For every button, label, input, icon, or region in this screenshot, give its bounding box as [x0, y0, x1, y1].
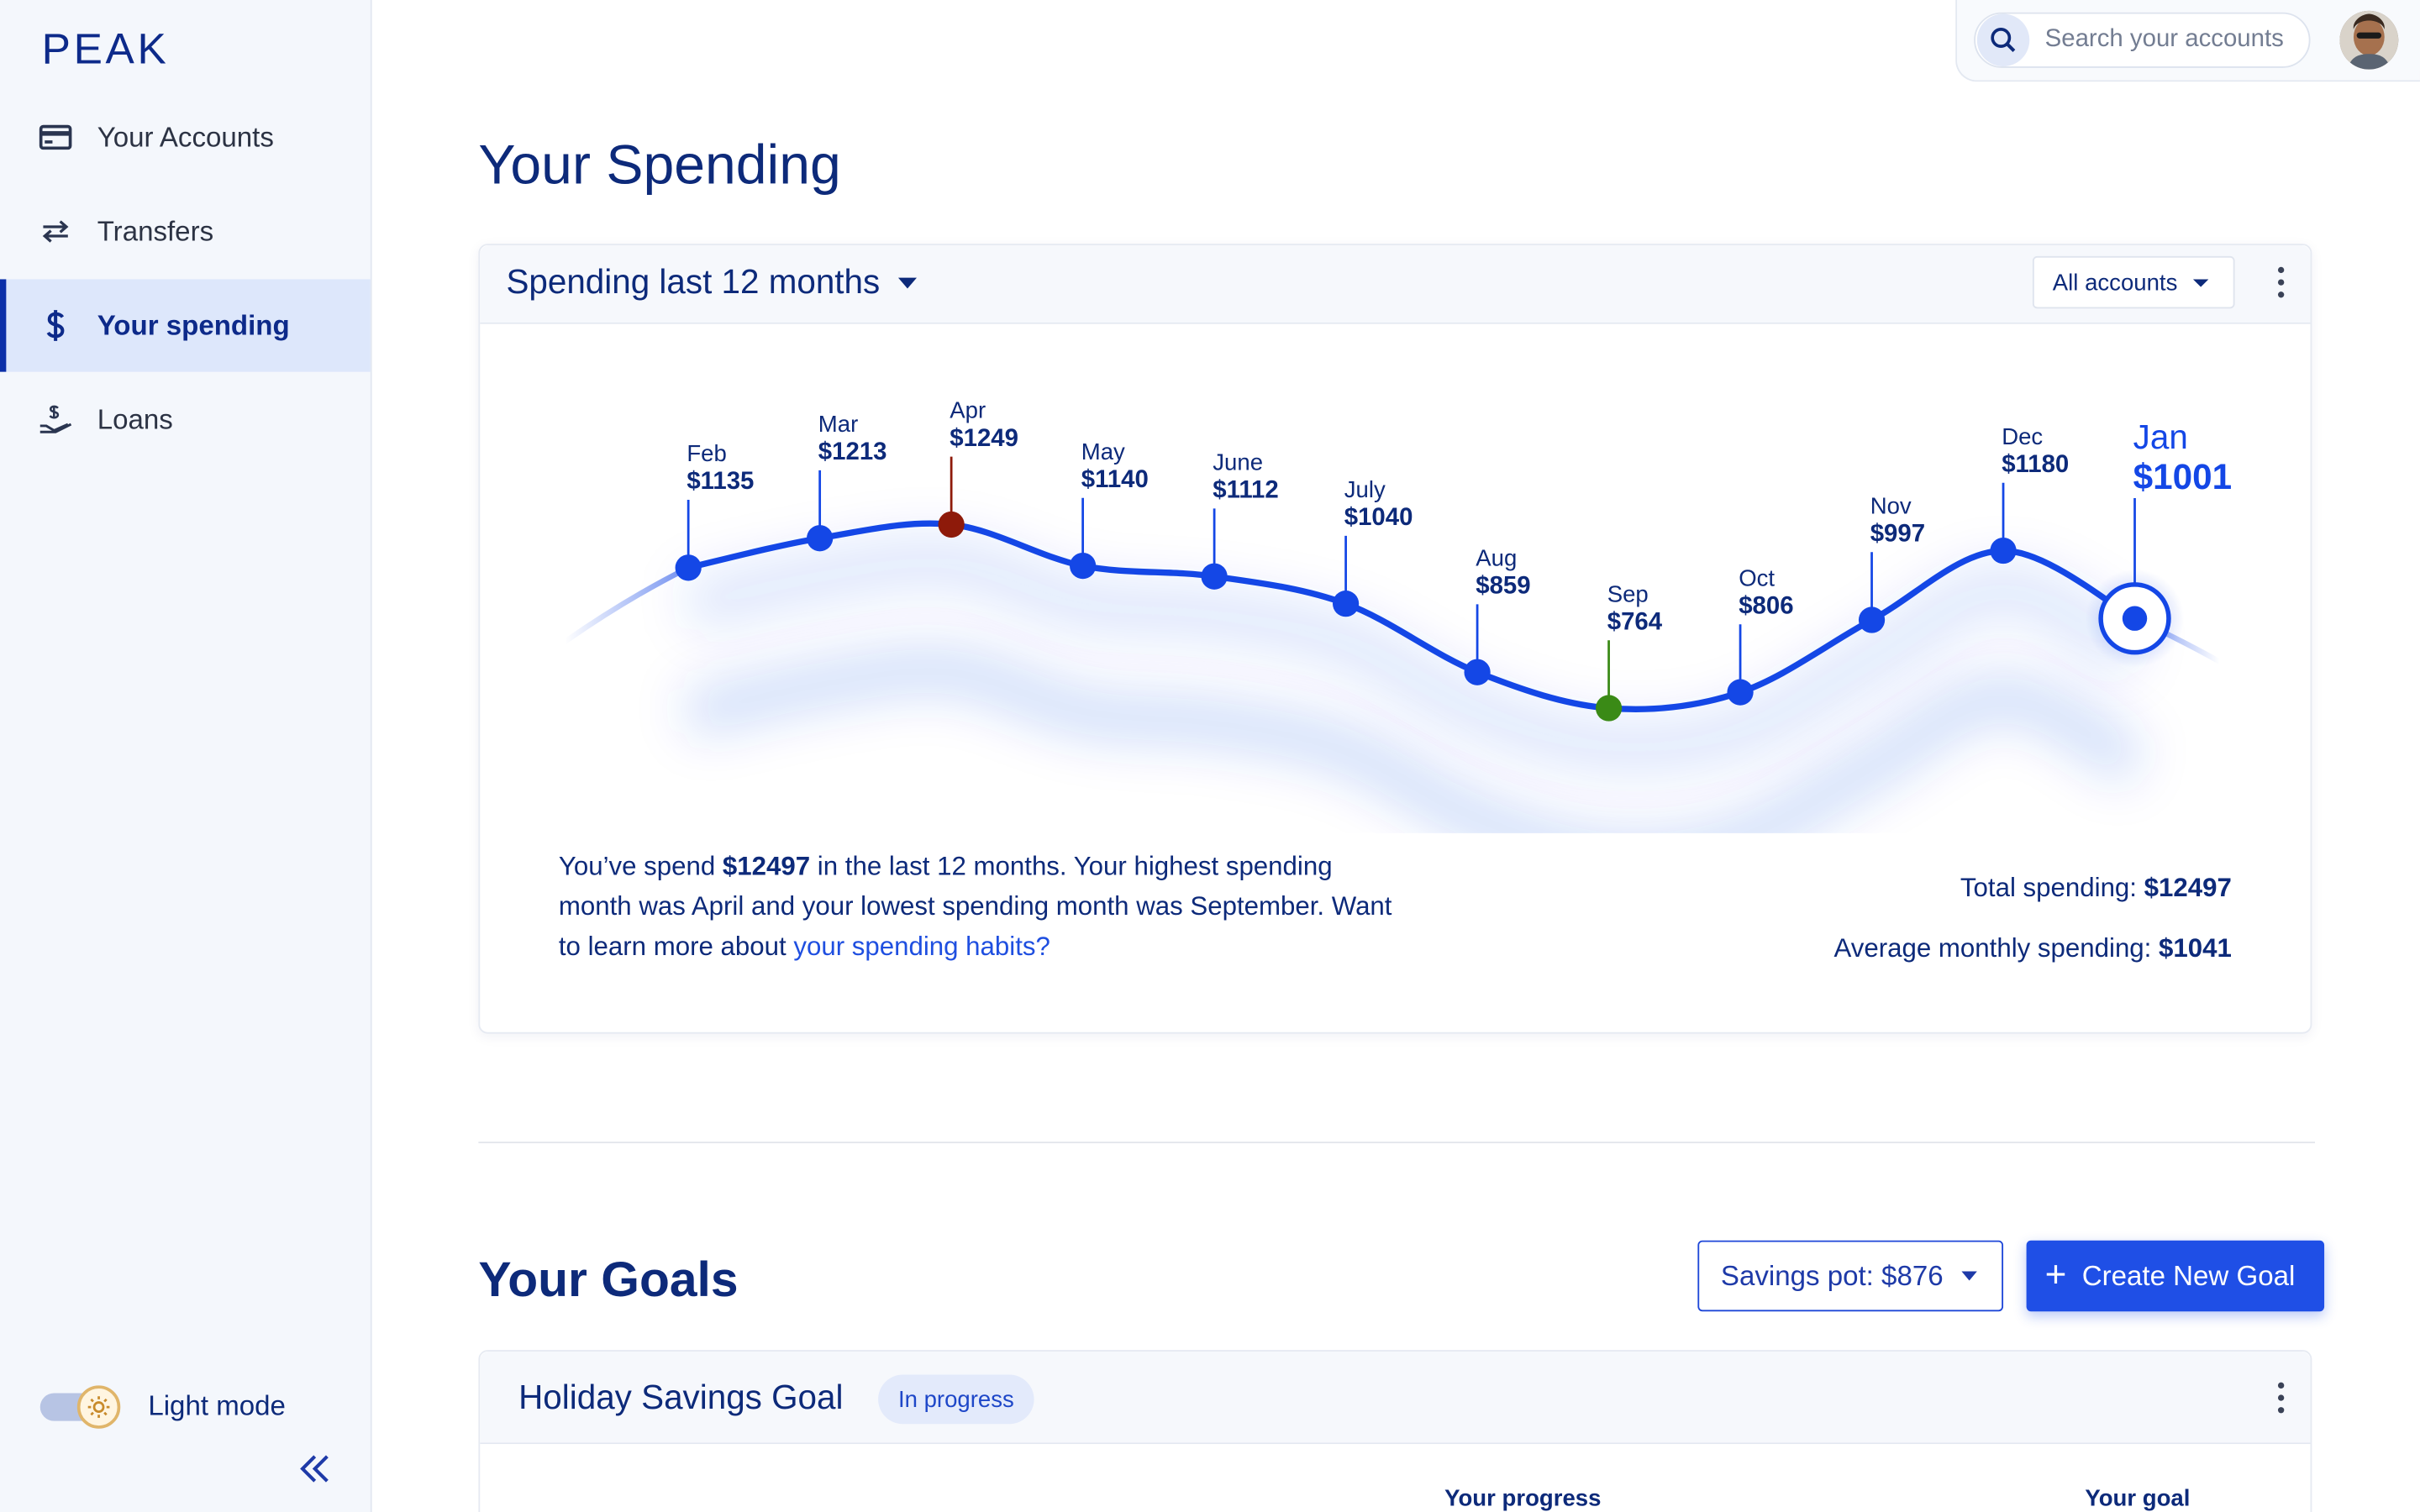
spending-card-header: Spending last 12 months All accounts	[480, 245, 2311, 324]
collapse-sidebar-icon[interactable]	[297, 1450, 334, 1487]
data-point	[1332, 591, 1360, 617]
search-icon[interactable]	[1976, 13, 2030, 66]
spending-summary: You’ve spend $12497 in the last 12 month…	[558, 851, 1392, 962]
month-label: Oct	[1739, 564, 1775, 591]
value-label: $1112	[1213, 476, 1278, 504]
month-label: Apr	[950, 397, 986, 423]
toggle-track[interactable]	[39, 1384, 121, 1428]
value-label: $859	[1476, 572, 1530, 600]
month-label: Feb	[687, 440, 726, 466]
month-label: July	[1344, 476, 1386, 502]
status-badge: In progress	[878, 1374, 1034, 1425]
sidebar-item-label: Transfers	[97, 215, 214, 246]
sidebar-item-label: Loans	[97, 403, 173, 435]
create-goal-label: Create New Goal	[2081, 1259, 2296, 1291]
app-logo[interactable]: PEAK	[41, 24, 170, 73]
data-point	[1595, 695, 1623, 722]
line-reflection	[683, 647, 2147, 833]
total-spending: Total spending: $12497	[1960, 873, 2232, 903]
month-label: Sep	[1607, 580, 1649, 606]
goal-card: Holiday Savings Goal In progress Your pr…	[478, 1350, 2312, 1512]
sidebar-item-label: Your Accounts	[97, 121, 274, 152]
line-glow	[681, 534, 2149, 776]
caret-down-icon	[898, 276, 918, 288]
sidebar-item-label: Your spending	[97, 309, 290, 340]
dollar-icon	[39, 308, 72, 342]
value-label: $997	[1870, 519, 1925, 547]
search-input[interactable]	[2044, 26, 2307, 55]
value-label: $764	[1607, 607, 1663, 635]
month-label: Mar	[818, 411, 858, 437]
plus-icon: +	[2044, 1254, 2067, 1296]
caret-down-icon	[1961, 1271, 1978, 1281]
data-point	[2122, 606, 2148, 631]
more-options-icon[interactable]	[2265, 1374, 2296, 1420]
data-point	[1201, 563, 1228, 590]
credit-card-icon	[39, 120, 72, 154]
caret-down-icon	[2192, 278, 2209, 286]
goals-title: Your Goals	[478, 1251, 739, 1307]
month-label: Jan	[2133, 417, 2188, 456]
goal-name: Holiday Savings Goal	[518, 1378, 844, 1417]
period-dropdown[interactable]: Spending last 12 months	[506, 262, 918, 302]
sidebar: PEAK Your Accounts Transfers Your spendi…	[0, 0, 372, 1512]
sidebar-item-transfers[interactable]: Transfers	[0, 185, 371, 277]
section-divider	[478, 1142, 2316, 1143]
value-label: $806	[1739, 591, 1793, 619]
spending-card: Spending last 12 months All accounts	[478, 244, 2312, 1034]
page-title: Your Spending	[478, 132, 841, 197]
average-spending: Average monthly spending: $1041	[1833, 933, 2232, 963]
theme-toggle[interactable]: Light mode	[39, 1384, 286, 1428]
value-label: $1180	[2002, 450, 2069, 478]
summary-total: $12497	[722, 851, 811, 881]
search-box[interactable]	[1974, 12, 2311, 68]
spending-habits-link[interactable]: your spending habits?	[793, 932, 1050, 962]
progress-column-header: Your progress	[1444, 1485, 1602, 1512]
account-filter-select[interactable]: All accounts	[2032, 255, 2235, 309]
savings-pot-select[interactable]: Savings pot: $876	[1697, 1240, 2004, 1312]
value-label: $1001	[2133, 457, 2232, 496]
data-point	[1464, 659, 1491, 685]
header-search-area	[1955, 0, 2420, 82]
month-label: Aug	[1476, 545, 1517, 571]
goal-card-header: Holiday Savings Goal In progress	[480, 1351, 2311, 1445]
account-filter-value: All accounts	[2052, 269, 2178, 296]
value-label: $1249	[950, 424, 1018, 452]
month-label: Dec	[2002, 423, 2043, 449]
data-point	[1990, 537, 2017, 564]
month-label: Nov	[1870, 492, 1912, 518]
savings-pot-value: Savings pot: $876	[1720, 1259, 1944, 1291]
theme-label: Light mode	[148, 1389, 286, 1421]
line-lead-in	[562, 564, 692, 645]
value-label: $1135	[687, 467, 754, 495]
data-point	[807, 525, 834, 552]
more-options-icon[interactable]	[2265, 260, 2296, 306]
sidebar-item-spending[interactable]: Your spending	[0, 279, 371, 372]
month-label: June	[1213, 449, 1263, 475]
create-goal-button[interactable]: + Create New Goal	[2026, 1240, 2325, 1312]
data-point	[1727, 679, 1754, 706]
data-point	[938, 511, 965, 538]
period-label: Spending last 12 months	[506, 262, 881, 302]
spending-totals: Total spending: $12497 Average monthly s…	[1834, 869, 2232, 969]
spending-chart: Feb$1135 Mar$1213 Apr$1249 May$1140 June$111…	[562, 397, 2232, 833]
data-point	[1858, 606, 1886, 633]
avatar[interactable]	[2339, 10, 2399, 70]
data-point	[675, 554, 702, 581]
hand-coin-icon	[39, 402, 72, 436]
goal-column-header: Your goal	[2085, 1485, 2191, 1512]
sun-gear-icon	[76, 1384, 121, 1428]
sidebar-item-accounts[interactable]: Your Accounts	[0, 91, 371, 183]
month-label: May	[1081, 438, 1125, 465]
value-label: $1140	[1081, 465, 1149, 493]
value-label: $1213	[818, 438, 887, 465]
sidebar-item-loans[interactable]: Loans	[0, 373, 371, 465]
data-point	[1070, 552, 1097, 580]
value-label: $1040	[1344, 503, 1413, 531]
transfer-arrows-icon	[39, 214, 72, 248]
